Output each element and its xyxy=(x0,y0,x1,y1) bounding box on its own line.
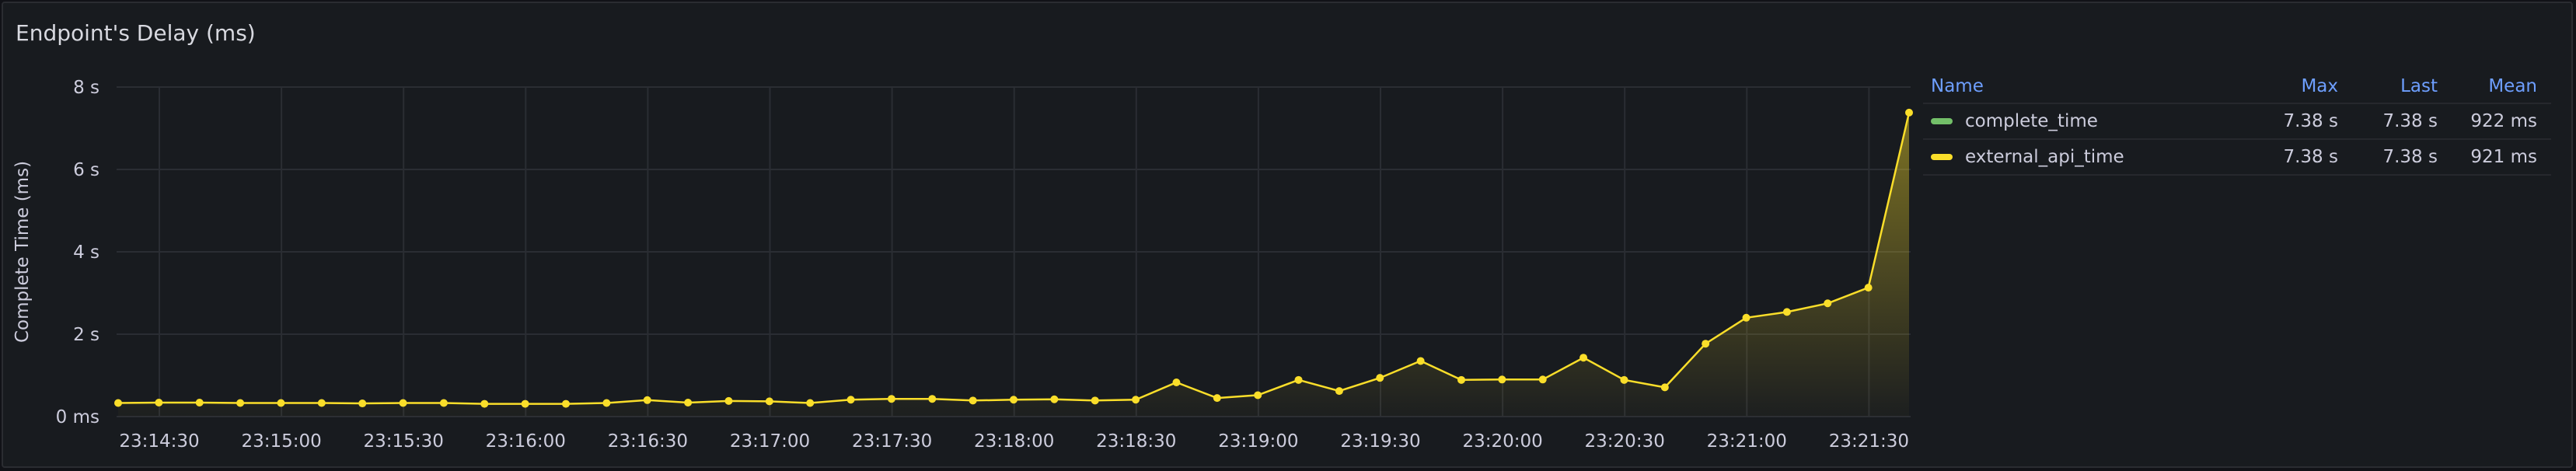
legend-series-name: external_api_time xyxy=(1965,147,2124,167)
data-point[interactable] xyxy=(155,398,163,406)
data-point[interactable] xyxy=(562,399,570,408)
y-tick-label: 4 s xyxy=(73,242,99,263)
legend-series-name: complete_time xyxy=(1965,111,2098,131)
data-point[interactable] xyxy=(439,399,448,407)
x-tick-label: 23:15:30 xyxy=(364,431,444,452)
x-tick-label: 23:16:00 xyxy=(486,431,566,452)
legend-row-external-api-time[interactable]: external_api_time 7.38 s 7.38 s 921 ms xyxy=(1923,140,2551,176)
legend-mean-value: 922 ms xyxy=(2470,111,2537,131)
data-point[interactable] xyxy=(1050,395,1059,403)
data-point[interactable] xyxy=(724,396,733,405)
x-tick-label: 23:18:00 xyxy=(974,431,1054,452)
legend-max-value: 7.38 s xyxy=(2283,147,2338,167)
x-tick-label: 23:14:30 xyxy=(119,431,199,452)
data-point[interactable] xyxy=(1213,394,1221,403)
legend-max-value: 7.38 s xyxy=(2283,111,2338,131)
data-point[interactable] xyxy=(480,399,489,408)
series-color-swatch[interactable] xyxy=(1931,118,1953,124)
data-point[interactable] xyxy=(317,399,326,407)
data-point[interactable] xyxy=(1172,379,1181,387)
legend-last-value: 7.38 s xyxy=(2382,147,2438,167)
legend-header-max[interactable]: Max xyxy=(2301,76,2338,96)
data-point[interactable] xyxy=(114,399,122,407)
data-point[interactable] xyxy=(1538,375,1547,384)
legend-header-mean[interactable]: Mean xyxy=(2488,76,2537,96)
data-point[interactable] xyxy=(1782,308,1791,316)
legend-last-value: 7.38 s xyxy=(2382,111,2438,131)
data-point[interactable] xyxy=(1335,387,1343,396)
data-point[interactable] xyxy=(643,396,651,404)
legend-header-name[interactable]: Name xyxy=(1931,76,1984,96)
data-point[interactable] xyxy=(1905,108,1913,117)
x-tick-label: 23:20:00 xyxy=(1462,431,1542,452)
x-tick-label: 23:17:00 xyxy=(730,431,810,452)
x-tick-label: 23:21:00 xyxy=(1707,431,1787,452)
x-tick-label: 23:19:00 xyxy=(1218,431,1298,452)
x-tick-label: 23:19:30 xyxy=(1340,431,1420,452)
x-tick-label: 23:15:00 xyxy=(241,431,321,452)
data-point[interactable] xyxy=(1824,299,1832,308)
data-point[interactable] xyxy=(969,396,977,405)
series-area-fill xyxy=(118,112,1909,417)
panel-title[interactable]: Endpoint's Delay (ms) xyxy=(16,20,256,46)
x-tick-label: 23:18:30 xyxy=(1096,431,1176,452)
data-point[interactable] xyxy=(1294,375,1303,384)
data-point[interactable] xyxy=(1579,354,1588,362)
y-tick-label: 6 s xyxy=(73,160,99,180)
data-point[interactable] xyxy=(765,397,773,406)
legend-table: Name Max Last Mean complete_time 7.38 s … xyxy=(1923,70,2551,176)
legend-header: Name Max Last Mean xyxy=(1923,70,2551,104)
data-point[interactable] xyxy=(1620,375,1628,384)
y-axis-label: Complete Time (ms) xyxy=(12,161,33,343)
data-point[interactable] xyxy=(1457,375,1465,384)
data-point[interactable] xyxy=(195,398,204,406)
data-point[interactable] xyxy=(1498,375,1506,384)
data-point[interactable] xyxy=(602,399,611,407)
data-point[interactable] xyxy=(1091,396,1099,405)
data-point[interactable] xyxy=(846,396,855,404)
x-tick-label: 23:20:30 xyxy=(1585,431,1665,452)
data-point[interactable] xyxy=(684,398,693,406)
data-point[interactable] xyxy=(1132,396,1140,404)
data-point[interactable] xyxy=(1376,374,1384,382)
legend-row-complete-time[interactable]: complete_time 7.38 s 7.38 s 922 ms xyxy=(1923,104,2551,140)
data-point[interactable] xyxy=(1416,357,1425,365)
data-point[interactable] xyxy=(1010,396,1017,404)
data-point[interactable] xyxy=(236,399,245,407)
y-tick-label: 2 s xyxy=(73,325,99,345)
data-point[interactable] xyxy=(399,399,407,407)
series-color-swatch[interactable] xyxy=(1931,154,1953,160)
legend-header-last[interactable]: Last xyxy=(2400,76,2438,96)
data-point[interactable] xyxy=(1660,383,1669,392)
data-point[interactable] xyxy=(1702,340,1710,348)
data-point[interactable] xyxy=(1742,313,1750,322)
data-point[interactable] xyxy=(1864,284,1873,292)
data-point[interactable] xyxy=(358,399,367,408)
data-point[interactable] xyxy=(887,395,895,403)
data-point[interactable] xyxy=(521,399,529,408)
data-point[interactable] xyxy=(928,395,937,403)
data-point[interactable] xyxy=(277,399,285,407)
legend-mean-value: 921 ms xyxy=(2470,147,2537,167)
x-tick-label: 23:16:30 xyxy=(608,431,688,452)
data-point[interactable] xyxy=(806,399,815,407)
y-tick-label: 0 ms xyxy=(56,407,99,427)
x-tick-label: 23:21:30 xyxy=(1829,431,1909,452)
data-point[interactable] xyxy=(1254,391,1262,399)
y-tick-label: 8 s xyxy=(73,78,99,98)
x-tick-label: 23:17:30 xyxy=(852,431,932,452)
